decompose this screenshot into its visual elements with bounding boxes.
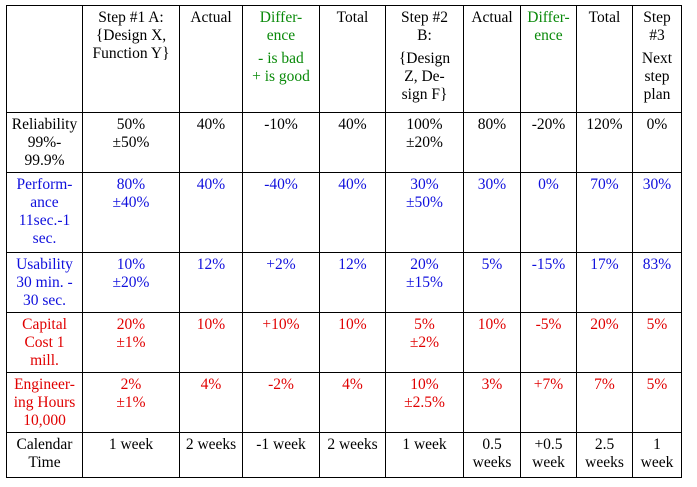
header-step1: Step #1 A: {Design X, Function Y} bbox=[82, 5, 180, 113]
cell-calendar-time-step3: 1 week bbox=[632, 432, 682, 478]
cell-engineering-hours-difference2: +7% bbox=[520, 372, 577, 433]
cell-calendar-time-difference2: +0.5 week bbox=[520, 432, 577, 478]
cell-capital-cost-actual1: 10% bbox=[179, 312, 243, 373]
cell-capital-cost-step2: 5% ±2% bbox=[385, 312, 464, 373]
cell-engineering-hours-actual2: 3% bbox=[463, 372, 521, 433]
row-performance: Perform-ance 11sec.-1 sec. 80% ±40% 40% -40% 40… bbox=[6, 172, 682, 253]
cell-reliability-step1: 50% ±50% bbox=[82, 112, 180, 173]
cell-reliability-step2: 100% ±20% bbox=[385, 112, 464, 173]
cell-performance-step1: 80% ±40% bbox=[82, 172, 180, 253]
header-actual1: Actual bbox=[179, 5, 243, 113]
cell-reliability-difference1: -10% bbox=[242, 112, 320, 173]
cell-capital-cost-difference1: +10% bbox=[242, 312, 320, 373]
cell-usability-difference1: +2% bbox=[242, 252, 320, 313]
row-label-usability: Usability 30 min. -30 sec. bbox=[6, 252, 83, 313]
cell-capital-cost-total2: 20% bbox=[576, 312, 633, 373]
row-label-capital-cost: Capital Cost 1 mill. bbox=[6, 312, 83, 373]
cell-usability-step1: 10% ±20% bbox=[82, 252, 180, 313]
cell-performance-actual1: 40% bbox=[179, 172, 243, 253]
cell-engineering-hours-difference1: -2% bbox=[242, 372, 320, 433]
impact-estimation-table: Step #1 A: {Design X, Function Y} Actual D… bbox=[6, 5, 682, 478]
header-row: Step #1 A: {Design X, Function Y} Actual D… bbox=[6, 5, 682, 113]
cell-performance-step3: 30% bbox=[632, 172, 682, 253]
cell-calendar-time-actual2: 0.5 weeks bbox=[463, 432, 521, 478]
cell-usability-total2: 17% bbox=[576, 252, 633, 313]
row-label-calendar-time: Calendar Time bbox=[6, 432, 83, 478]
cell-performance-actual2: 30% bbox=[463, 172, 521, 253]
header-difference2: Differ-ence bbox=[520, 5, 577, 113]
row-label-performance: Perform-ance 11sec.-1 sec. bbox=[6, 172, 83, 253]
cell-calendar-time-step1: 1 week bbox=[82, 432, 180, 478]
row-calendar-time: Calendar Time 1 week 2 weeks -1 week 2 weeks 1… bbox=[6, 432, 682, 478]
header-step3: Step #3 Next step plan bbox=[632, 5, 682, 113]
cell-reliability-total1: 40% bbox=[319, 112, 386, 173]
cell-calendar-time-actual1: 2 weeks bbox=[179, 432, 243, 478]
row-capital-cost: Capital Cost 1 mill. 20% ±1% 10% +10% 10% 5% ±2% 1… bbox=[6, 312, 682, 373]
cell-performance-step2: 30% ±50% bbox=[385, 172, 464, 253]
cell-performance-total2: 70% bbox=[576, 172, 633, 253]
cell-capital-cost-step3: 5% bbox=[632, 312, 682, 373]
cell-reliability-difference2: -20% bbox=[520, 112, 577, 173]
cell-engineering-hours-actual1: 4% bbox=[179, 372, 243, 433]
cell-calendar-time-total2: 2.5 weeks bbox=[576, 432, 633, 478]
cell-usability-step3: 83% bbox=[632, 252, 682, 313]
cell-reliability-total2: 120% bbox=[576, 112, 633, 173]
header-step2: Step #2 B: {Design Z, De-sign F} bbox=[385, 5, 464, 113]
cell-capital-cost-actual2: 10% bbox=[463, 312, 521, 373]
cell-usability-step2: 20% ±15% bbox=[385, 252, 464, 313]
cell-capital-cost-total1: 10% bbox=[319, 312, 386, 373]
header-difference1: Differ-ence - is bad + is good bbox=[242, 5, 320, 113]
cell-engineering-hours-step3: 5% bbox=[632, 372, 682, 433]
cell-performance-difference1: -40% bbox=[242, 172, 320, 253]
cell-reliability-actual1: 40% bbox=[179, 112, 243, 173]
row-usability: Usability 30 min. -30 sec. 10% ±20% 12% +2% 12… bbox=[6, 252, 682, 313]
cell-capital-cost-step1: 20% ±1% bbox=[82, 312, 180, 373]
cell-engineering-hours-total2: 7% bbox=[576, 372, 633, 433]
cell-capital-cost-difference2: -5% bbox=[520, 312, 577, 373]
cell-usability-actual1: 12% bbox=[179, 252, 243, 313]
cell-calendar-time-total1: 2 weeks bbox=[319, 432, 386, 478]
cell-reliability-step3: 0% bbox=[632, 112, 682, 173]
header-total2: Total bbox=[576, 5, 633, 113]
cell-performance-difference2: 0% bbox=[520, 172, 577, 253]
cell-calendar-time-difference1: -1 week bbox=[242, 432, 320, 478]
cell-performance-total1: 40% bbox=[319, 172, 386, 253]
header-total1: Total bbox=[319, 5, 386, 113]
cell-calendar-time-step2: 1 week bbox=[385, 432, 464, 478]
row-label-engineering-hours: Engineer-ing Hours 10,000 bbox=[6, 372, 83, 433]
row-engineering-hours: Engineer-ing Hours 10,000 2% ±1% 4% -2% 4% 10% ±… bbox=[6, 372, 682, 433]
difference-legend: - is bad + is good bbox=[252, 50, 310, 85]
cell-usability-total1: 12% bbox=[319, 252, 386, 313]
cell-usability-actual2: 5% bbox=[463, 252, 521, 313]
cell-reliability-actual2: 80% bbox=[463, 112, 521, 173]
row-reliability: Reliability 99%- 99.9% 50% ±50% 40% -10% 40% 100… bbox=[6, 112, 682, 173]
corner-cell bbox=[6, 5, 83, 113]
cell-engineering-hours-step1: 2% ±1% bbox=[82, 372, 180, 433]
header-actual2: Actual bbox=[463, 5, 521, 113]
cell-engineering-hours-step2: 10% ±2.5% bbox=[385, 372, 464, 433]
cell-engineering-hours-total1: 4% bbox=[319, 372, 386, 433]
row-label-reliability: Reliability 99%- 99.9% bbox=[6, 112, 83, 173]
cell-usability-difference2: -15% bbox=[520, 252, 577, 313]
